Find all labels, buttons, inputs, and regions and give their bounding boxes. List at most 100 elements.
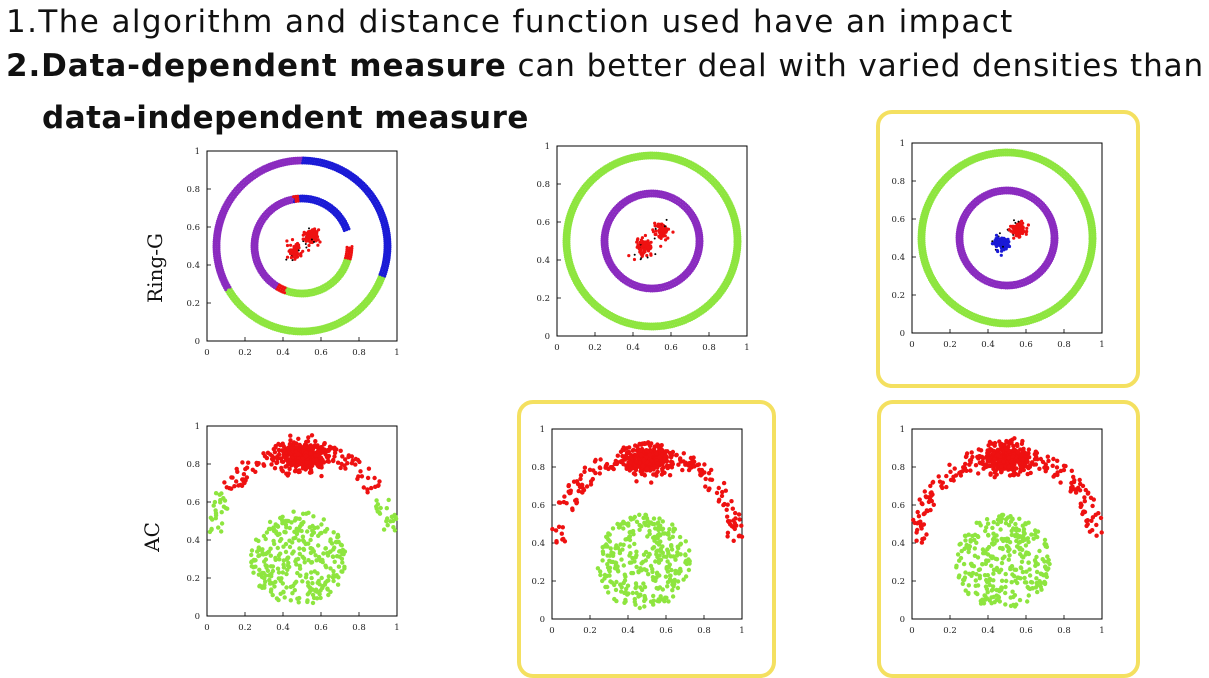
data-point <box>255 462 260 467</box>
data-point <box>695 240 699 244</box>
data-point <box>270 568 276 574</box>
data-point <box>1008 153 1012 157</box>
data-point <box>1005 284 1009 287</box>
data-point <box>213 510 219 516</box>
data-point <box>283 286 287 290</box>
data-point <box>228 285 232 289</box>
data-point <box>567 237 571 241</box>
data-point <box>284 571 289 577</box>
x-tick-label: 1 <box>744 343 749 353</box>
data-point <box>301 159 305 162</box>
data-point <box>1003 241 1007 245</box>
data-point <box>1002 238 1006 242</box>
data-point <box>306 435 311 440</box>
data-point <box>314 596 320 601</box>
data-point <box>307 243 311 248</box>
data-point <box>1025 226 1029 230</box>
data-point <box>922 234 926 238</box>
x-tick-label: 0.4 <box>276 348 290 358</box>
x-tick-label: 0.8 <box>352 348 366 358</box>
data-point <box>327 444 333 449</box>
data-point <box>391 525 396 530</box>
data-point <box>1026 223 1030 227</box>
data-point <box>385 516 390 521</box>
data-point <box>338 448 343 453</box>
y-tick-label: 0.8 <box>891 177 905 187</box>
data-point <box>651 228 655 232</box>
x-tick-label: 0.2 <box>588 343 602 353</box>
data-point <box>300 456 306 461</box>
data-point <box>1091 238 1094 242</box>
data-point <box>218 500 223 505</box>
data-point <box>299 327 303 331</box>
data-point <box>1009 148 1013 152</box>
data-point <box>300 330 304 333</box>
data-point <box>649 289 653 293</box>
data-point <box>653 156 657 160</box>
data-point <box>1004 324 1008 328</box>
point-1-text: The algorithm and distance function used… <box>38 4 1014 40</box>
data-point <box>603 238 606 242</box>
data-point <box>671 230 675 234</box>
data-point <box>314 457 319 463</box>
y-tick-label: 0.6 <box>891 215 905 225</box>
data-point <box>280 570 285 575</box>
data-point <box>269 462 274 467</box>
data-point <box>663 225 666 228</box>
data-point <box>319 444 324 450</box>
data-point <box>1007 244 1012 249</box>
data-point <box>236 483 241 488</box>
data-point <box>654 227 657 230</box>
data-point <box>1091 236 1094 240</box>
x-tick-label: 0.6 <box>1019 340 1033 350</box>
y-tick-label: 0.8 <box>536 180 550 190</box>
data-point <box>278 443 283 448</box>
data-point <box>222 498 228 503</box>
data-point <box>651 189 655 193</box>
data-point <box>217 245 221 249</box>
data-point <box>217 241 221 245</box>
data-point <box>319 522 324 527</box>
data-point <box>386 497 391 503</box>
data-point <box>282 454 287 459</box>
data-point <box>326 592 331 598</box>
data-point <box>319 473 324 479</box>
data-point <box>633 253 636 256</box>
data-point <box>999 253 1003 257</box>
data-point <box>311 514 316 519</box>
data-point <box>605 238 609 242</box>
data-point <box>1021 230 1025 234</box>
y-tick-label: 0.8 <box>186 460 200 470</box>
data-point <box>292 195 295 199</box>
data-point <box>335 582 341 587</box>
x-tick-label: 1 <box>394 623 399 633</box>
data-point <box>994 237 998 241</box>
data-point <box>312 443 318 448</box>
point-1-number: 1. <box>6 4 39 40</box>
data-point <box>651 325 654 328</box>
data-point <box>389 514 394 519</box>
data-point <box>287 466 292 472</box>
data-point <box>655 224 659 228</box>
data-point <box>308 451 313 456</box>
y-tick-label: 1 <box>195 422 200 432</box>
data-point <box>301 233 305 237</box>
data-point <box>291 259 294 262</box>
data-point <box>294 243 298 247</box>
data-point <box>652 194 656 198</box>
data-point <box>216 525 221 530</box>
data-point <box>348 246 351 250</box>
data-point <box>346 454 351 460</box>
data-point <box>295 570 300 576</box>
data-point <box>1053 238 1056 242</box>
data-point <box>213 516 218 521</box>
data-point <box>331 569 336 574</box>
data-point <box>261 462 266 467</box>
data-point <box>342 566 347 571</box>
data-point <box>307 248 311 252</box>
data-point <box>1004 286 1008 290</box>
data-point <box>284 585 289 590</box>
data-point <box>1015 233 1019 237</box>
data-point <box>994 233 999 237</box>
data-point <box>297 551 302 557</box>
